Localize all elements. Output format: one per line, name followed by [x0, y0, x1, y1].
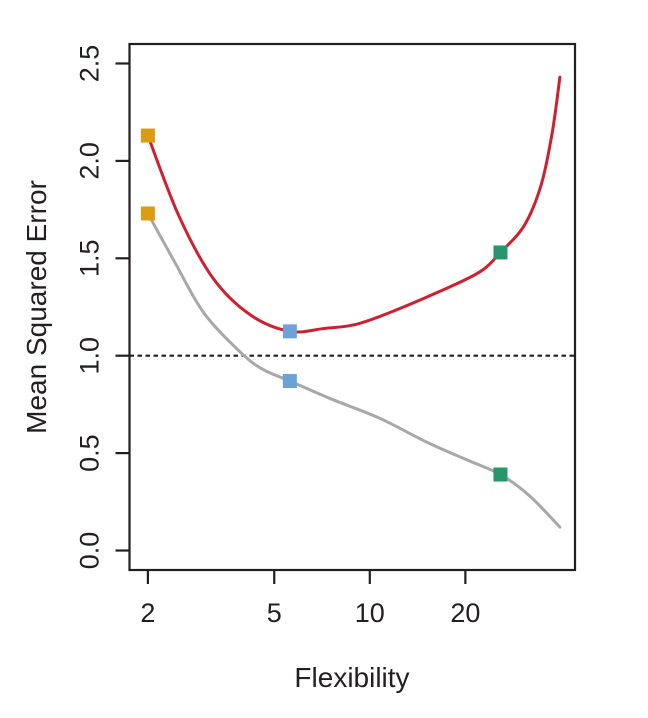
blue-square-marker	[282, 324, 297, 339]
green-square-marker	[493, 467, 508, 482]
x-axis-ticks: 2 5 10 20	[140, 570, 480, 628]
x-tick-label: 2	[140, 598, 155, 628]
x-tick-label: 10	[355, 598, 385, 628]
y-axis-ticks: 0.0 0.5 1.0 1.5 2.0 2.5	[75, 45, 130, 570]
y-tick-label: 1.5	[75, 240, 105, 278]
y-tick-label: 2.0	[75, 142, 105, 180]
x-axis-label: Flexibility	[294, 662, 409, 693]
y-tick-label: 0.5	[75, 434, 105, 472]
blue-square-marker	[282, 374, 297, 389]
series-curves	[146, 75, 562, 529]
y-tick-label: 2.5	[75, 45, 105, 83]
data-point-markers	[140, 128, 508, 482]
green-square-marker	[493, 245, 508, 260]
red-curve	[146, 75, 562, 334]
plot-frame	[128, 42, 577, 572]
y-axis-label: Mean Squared Error	[21, 180, 52, 434]
orange-square-marker	[140, 206, 155, 221]
y-tick-label: 0.0	[75, 532, 105, 570]
orange-square-marker	[140, 128, 155, 143]
x-tick-label: 20	[450, 598, 480, 628]
y-tick-label: 1.0	[75, 337, 105, 375]
x-tick-label: 5	[267, 598, 282, 628]
